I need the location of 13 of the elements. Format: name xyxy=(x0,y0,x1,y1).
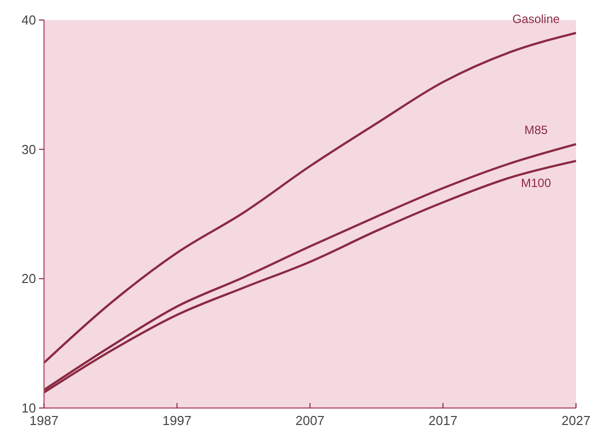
y-tick-label: 20 xyxy=(22,271,36,286)
x-tick-label: 2017 xyxy=(428,413,458,428)
y-tick-label: 10 xyxy=(22,400,36,416)
series-label: M85 xyxy=(524,123,548,138)
series-label: Gasoline xyxy=(512,12,560,26)
y-tick-label: 30 xyxy=(22,142,36,157)
y-tick-label: 40 xyxy=(22,12,36,28)
series-label: M100 xyxy=(520,176,552,190)
x-tick-label: 1997 xyxy=(162,413,192,428)
x-tick-label: 1987 xyxy=(30,413,58,428)
x-tick-label: 2007 xyxy=(296,413,324,428)
line-series xyxy=(42,32,578,364)
x-tick-label: 2027 xyxy=(562,413,590,428)
